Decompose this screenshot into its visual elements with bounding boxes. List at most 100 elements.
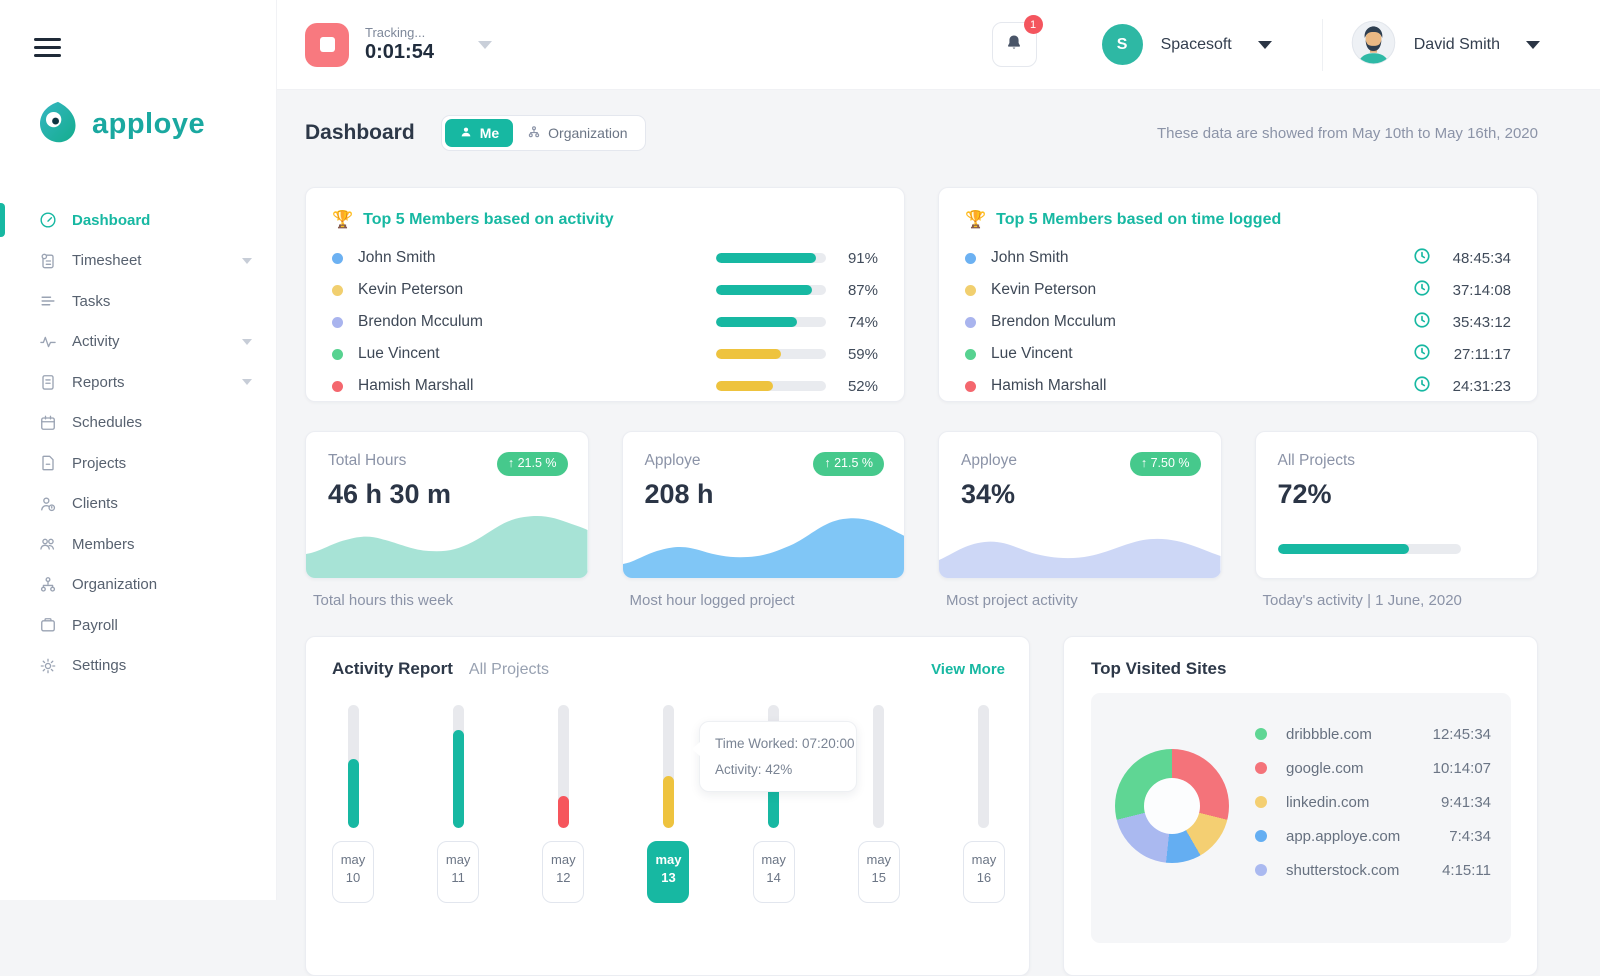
sidebar-item-projects[interactable]: Projects xyxy=(0,443,276,484)
day-month: may xyxy=(551,852,576,867)
sidebar-item-label: Schedules xyxy=(72,414,143,432)
stat-label: Apploye xyxy=(961,452,1018,469)
member-dot xyxy=(332,252,343,264)
sidebar-item-schedules[interactable]: Schedules xyxy=(0,403,276,444)
site-time: 10:14:07 xyxy=(1432,759,1491,777)
sidebar-item-organization[interactable]: Organization xyxy=(0,565,276,606)
member-dot xyxy=(332,316,343,328)
sidebar-item-reports[interactable]: Reports xyxy=(0,362,276,403)
site-name: app.apploye.com xyxy=(1286,827,1401,845)
donut-chart xyxy=(1115,749,1229,863)
day-month: may xyxy=(445,852,471,867)
toggle-me-button[interactable]: Me xyxy=(444,119,514,147)
site-time: 4:15:11 xyxy=(1442,861,1491,879)
user-menu[interactable]: David Smith xyxy=(1351,20,1540,70)
member-row: Kevin Peterson 87% xyxy=(332,274,878,306)
day-bar-track xyxy=(978,705,990,828)
member-name: Lue Vincent xyxy=(358,345,440,362)
chart-tooltip: Time Worked: 07:20:00 Activity: 42% xyxy=(692,721,857,793)
member-time: 35:43:12 xyxy=(1452,313,1511,331)
day-column: may 10 xyxy=(332,705,374,903)
user-name: David Smith xyxy=(1413,35,1500,53)
sidebar-item-payroll[interactable]: Payroll xyxy=(0,605,276,646)
day-chip-selected[interactable]: may 13 xyxy=(647,841,690,903)
toggle-organization-button[interactable]: Organization xyxy=(513,119,641,147)
settings-icon xyxy=(38,656,58,676)
sidebar-nav: Dashboard Timesheet Tasks Activity Repor… xyxy=(0,200,276,686)
sidebar-item-label: Dashboard xyxy=(72,211,151,229)
trend-up-badge: ↑ 7.50 % xyxy=(1129,452,1201,476)
activity-report-subtitle: All Projects xyxy=(468,661,549,678)
menu-icon[interactable] xyxy=(34,38,61,57)
day-month: may xyxy=(761,852,786,867)
member-time: 48:45:34 xyxy=(1452,249,1511,267)
member-row: Kevin Peterson 37:14:08 xyxy=(965,274,1511,306)
stop-tracking-button[interactable] xyxy=(305,22,349,67)
stat-value: 46 h 30 m xyxy=(328,479,452,509)
time-tracker-widget: Tracking... 0:01:54 xyxy=(305,22,492,67)
site-row: linkedin.com 9:41:34 xyxy=(1255,785,1491,819)
clock-icon xyxy=(1413,343,1431,366)
org-icon xyxy=(527,125,541,142)
day-number: 16 xyxy=(976,869,992,885)
member-time: 24:31:23 xyxy=(1452,377,1511,395)
sidebar-item-tasks[interactable]: Tasks xyxy=(0,281,276,322)
bell-icon xyxy=(1004,32,1024,57)
site-dot xyxy=(1255,728,1267,740)
projects-progress-track xyxy=(1277,544,1461,554)
sidebar-item-label: Organization xyxy=(72,576,158,594)
day-number: 11 xyxy=(451,869,465,885)
workspace-chevron-down-icon xyxy=(1257,40,1272,49)
activity-bar-track xyxy=(716,381,826,391)
member-percent: 74% xyxy=(847,313,878,331)
activity-bar-track xyxy=(716,285,826,295)
sidebar-item-members[interactable]: Members xyxy=(0,524,276,565)
notifications-button[interactable]: 1 xyxy=(991,15,1043,67)
activity-bar-fill xyxy=(716,381,774,391)
day-number: 10 xyxy=(345,869,361,885)
clock-icon xyxy=(1413,375,1431,398)
day-month: may xyxy=(340,852,366,867)
trend-up-badge: ↑ 21.5 % xyxy=(496,452,568,476)
day-bar-track xyxy=(347,705,359,828)
stat-caption: Most hour logged project xyxy=(629,592,795,609)
site-dot xyxy=(1255,796,1267,808)
day-column: may 12 xyxy=(542,705,585,903)
sidebar-item-clients[interactable]: Clients xyxy=(0,484,276,525)
app-logo: apploye xyxy=(34,99,276,150)
trend-wave xyxy=(622,518,904,578)
stat-value: 208 h xyxy=(644,479,714,509)
tooltip-activity: Activity: 42% xyxy=(715,761,793,777)
day-chip[interactable]: may 10 xyxy=(332,841,374,903)
activity-icon xyxy=(38,332,58,352)
stat-block-all-projects: All Projects 72% Today's activity | 1 Ju… xyxy=(1254,431,1538,609)
day-chip[interactable]: may 16 xyxy=(962,841,1005,903)
sidebar-item-label: Settings xyxy=(72,657,127,675)
sidebar-item-settings[interactable]: Settings xyxy=(0,646,276,687)
day-chip[interactable]: may 12 xyxy=(542,841,585,903)
view-more-link[interactable]: View More xyxy=(931,661,1005,678)
workspace-avatar: S xyxy=(1101,24,1143,65)
activity-bar-track xyxy=(716,317,826,327)
trophy-icon: 🏆 xyxy=(332,210,354,229)
logo-mark-icon xyxy=(34,99,80,150)
sidebar-item-activity[interactable]: Activity xyxy=(0,322,276,363)
member-percent: 91% xyxy=(847,249,878,267)
activity-bar-fill xyxy=(716,349,781,359)
day-chip[interactable]: may 14 xyxy=(752,841,795,903)
workspace-selector[interactable]: S Spacesoft xyxy=(1101,24,1272,65)
tracker-chevron-down-icon[interactable] xyxy=(477,40,492,49)
day-chip[interactable]: may 11 xyxy=(437,841,480,903)
dashboard-icon xyxy=(38,210,58,230)
stat-block-most-activity-project: Apploye 34% ↑ 7.50 % Most project activi… xyxy=(938,431,1222,609)
member-name: Hamish Marshall xyxy=(358,377,474,394)
sidebar-item-dashboard[interactable]: Dashboard xyxy=(0,200,276,241)
day-chip[interactable]: may 15 xyxy=(857,841,900,903)
sidebar-item-timesheet[interactable]: Timesheet xyxy=(0,241,276,282)
toggle-me-label: Me xyxy=(479,125,500,141)
organization-icon xyxy=(38,575,58,595)
member-name: Lue Vincent xyxy=(991,345,1073,362)
member-percent: 59% xyxy=(847,345,878,363)
member-name: Kevin Peterson xyxy=(358,281,464,298)
day-bar-fill xyxy=(347,759,359,828)
